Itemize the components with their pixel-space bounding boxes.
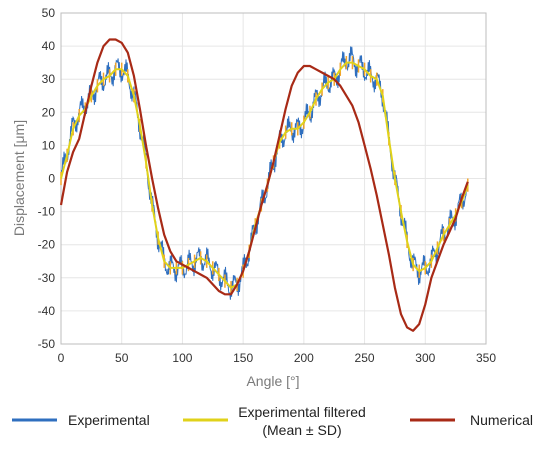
legend-numerical-label-line: Numerical	[470, 412, 533, 428]
y-tick-label: 10	[42, 138, 56, 152]
legend-experimental-label: Experimental	[68, 412, 150, 428]
x-axis-label: Angle [°]	[246, 373, 299, 389]
y-tick-label: -10	[38, 205, 56, 219]
x-tick-label: 300	[415, 351, 435, 365]
x-tick-label: 200	[294, 351, 314, 365]
y-tick-label: -30	[38, 271, 56, 285]
x-tick-label: 350	[476, 351, 496, 365]
x-axis-ticks: 0 50 100 150 200 250 300 350	[58, 351, 497, 365]
y-tick-label: 40	[42, 39, 56, 53]
x-tick-label: 0	[58, 351, 65, 365]
y-tick-label: 30	[42, 72, 56, 86]
y-tick-label: -20	[38, 238, 56, 252]
y-tick-label: -50	[38, 337, 56, 351]
y-tick-label: 20	[42, 105, 56, 119]
x-tick-label: 250	[355, 351, 375, 365]
y-tick-label: 50	[42, 6, 56, 20]
legend-numerical-label: Numerical	[470, 412, 533, 428]
legend-filtered-label-line: Experimental filtered	[238, 404, 366, 420]
x-tick-label: 100	[172, 351, 192, 365]
y-axis-label: Displacement [μm]	[11, 120, 27, 236]
legend-filtered-label: Experimental filtered (Mean ± SD)	[238, 404, 366, 438]
y-tick-label: -40	[38, 304, 56, 318]
y-axis-ticks: -50 -40 -30 -20 -10 0 10 20 30 40 50	[38, 6, 56, 351]
legend: Experimental Experimental filtered (Mean ±…	[12, 404, 533, 438]
legend-filtered-label-line: (Mean ± SD)	[262, 422, 341, 438]
y-tick-label: 0	[48, 172, 55, 186]
legend-experimental-label-line: Experimental	[68, 412, 150, 428]
x-tick-label: 150	[233, 351, 253, 365]
x-tick-label: 50	[115, 351, 129, 365]
series-group	[59, 38, 469, 332]
series-numerical-line	[59, 38, 469, 332]
